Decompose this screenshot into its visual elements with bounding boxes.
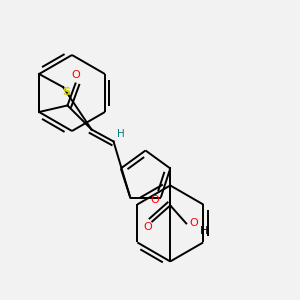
Text: O: O bbox=[143, 222, 152, 233]
Text: O: O bbox=[189, 218, 198, 228]
Text: S: S bbox=[62, 87, 70, 97]
Text: O: O bbox=[71, 70, 80, 80]
Text: H: H bbox=[117, 130, 124, 140]
Text: H: H bbox=[200, 226, 208, 236]
Text: O: O bbox=[150, 194, 159, 205]
